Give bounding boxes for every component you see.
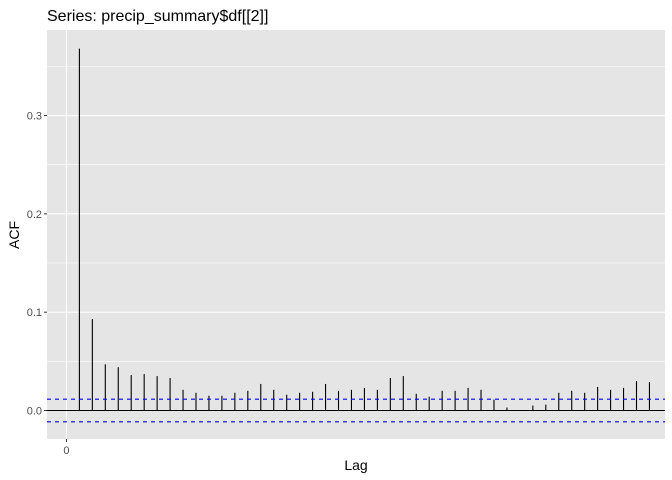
y-axis-title: ACF [6,221,22,249]
x-axis: 0 [63,439,69,457]
plot-panel [47,30,665,439]
grid-minor [47,66,665,362]
x-axis-title: Lag [344,457,367,473]
y-axis: 0.0 0.1 0.2 0.3 [27,111,47,417]
acf-bars [78,48,651,411]
y-tick-label: 0.1 [27,307,42,319]
y-tick-label: 0.0 [27,405,42,417]
x-tick-label: 0 [63,445,69,457]
y-tick-label: 0.2 [27,209,42,221]
chart-title: Series: precip_summary$df[[2]] [47,8,268,25]
y-tick-label: 0.3 [27,111,42,123]
confidence-lines [47,398,665,423]
